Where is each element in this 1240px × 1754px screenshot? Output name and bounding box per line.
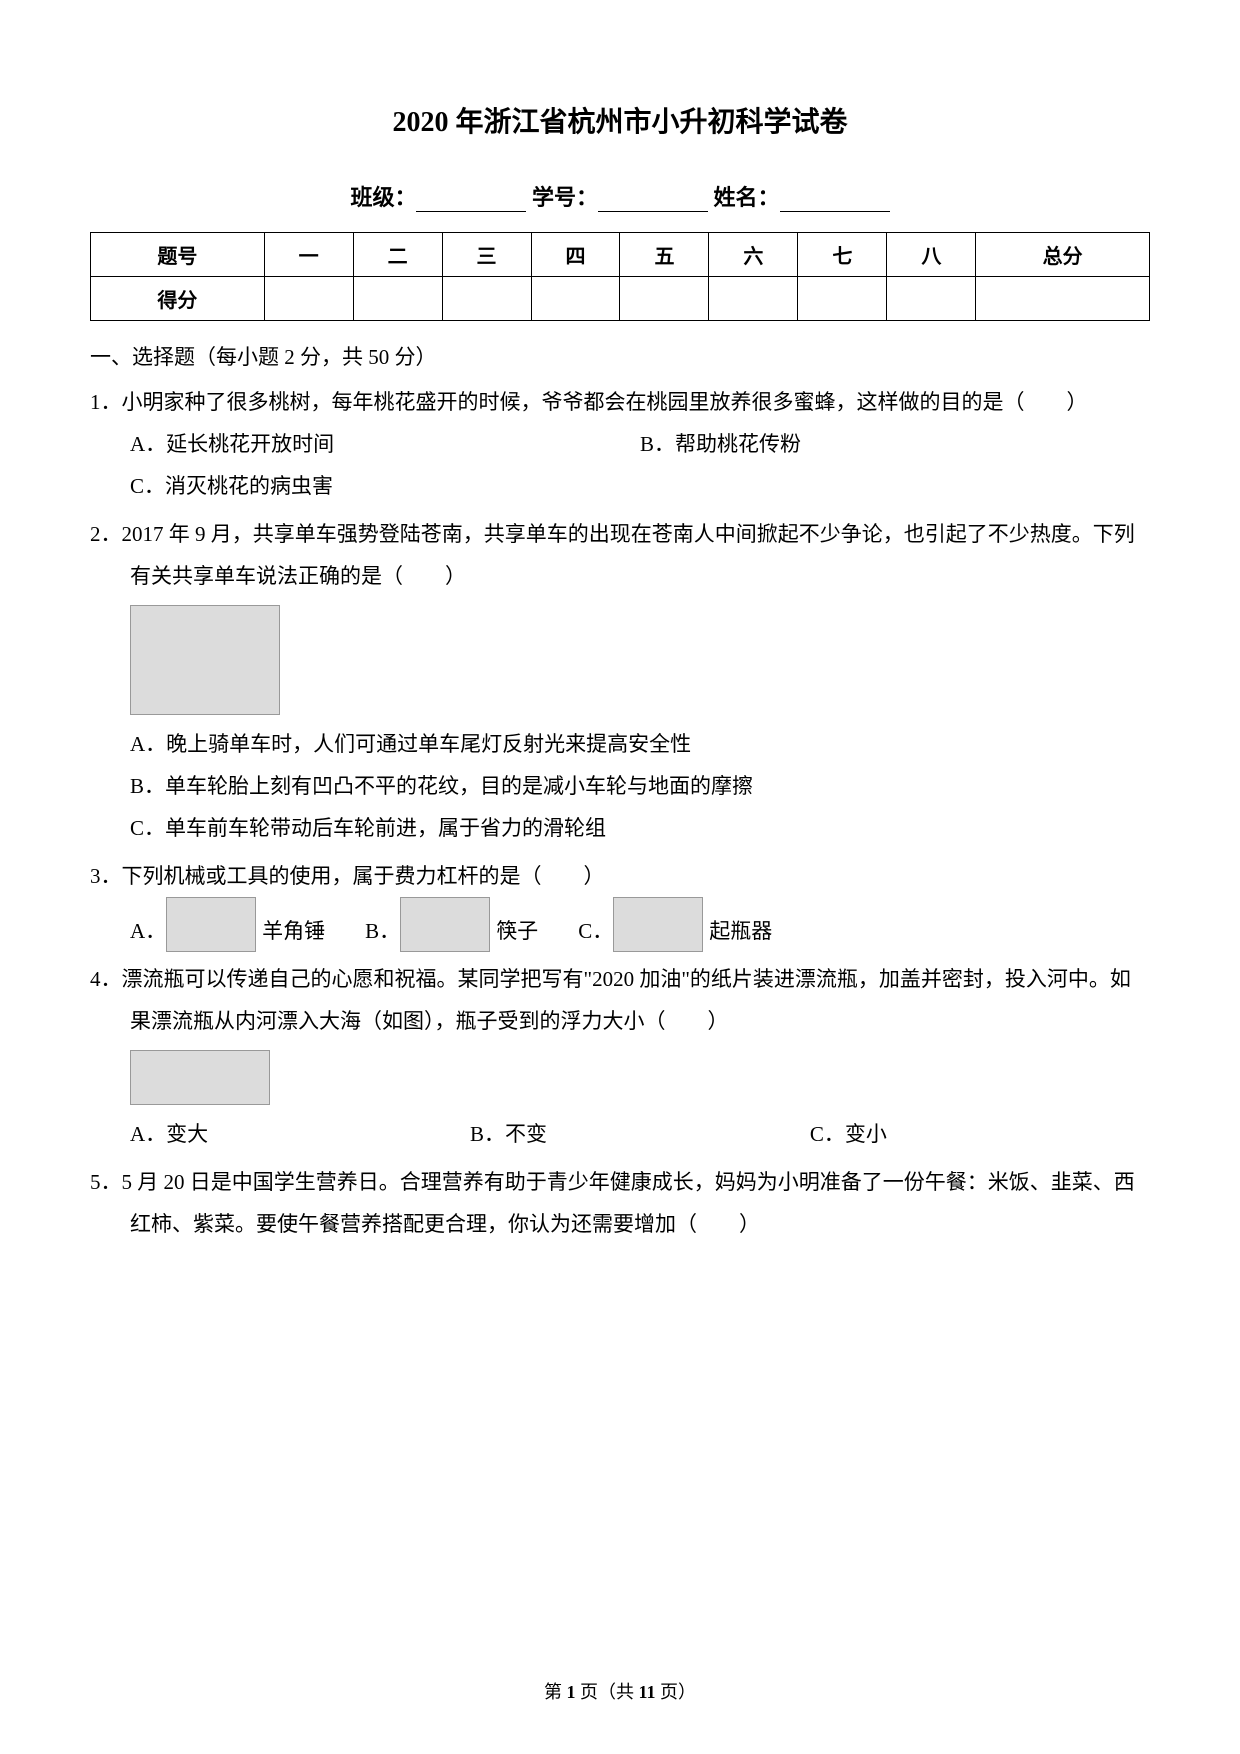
header-cell: 六 (709, 233, 798, 277)
option-c: C．变小 (810, 1113, 1150, 1155)
option-label: B． (365, 910, 400, 952)
option-a: A．延长桃花开放时间 (130, 423, 640, 465)
header-cell: 四 (531, 233, 620, 277)
score-cell[interactable] (442, 277, 531, 321)
score-label-cell: 得分 (91, 277, 265, 321)
header-cell: 八 (887, 233, 976, 277)
score-cell[interactable] (620, 277, 709, 321)
option-b: B．不变 (470, 1113, 810, 1155)
score-cell[interactable] (887, 277, 976, 321)
footer-mid: 页（共 (580, 1682, 634, 1702)
page-footer: 第 1 页（共 11 页） (0, 1678, 1240, 1704)
question-1: 1．小明家种了很多桃树，每年桃花盛开的时候，爷爷都会在桃园里放养很多蜜蜂，这样做… (90, 381, 1150, 507)
option-a: A． 羊角锤 (130, 897, 325, 952)
hammer-image (166, 897, 256, 952)
option-a: A．变大 (130, 1113, 470, 1155)
question-3: 3．下列机械或工具的使用，属于费力杠杆的是（ ） A． 羊角锤 B． 筷子 C．… (90, 855, 1150, 952)
bottle-opener-image (613, 897, 703, 952)
option-label: C． (578, 910, 613, 952)
id-blank[interactable] (598, 190, 708, 212)
id-label: 学号： (532, 185, 598, 210)
score-table: 题号 一 二 三 四 五 六 七 八 总分 得分 (90, 232, 1150, 321)
bicycle-image (130, 605, 280, 715)
table-row: 题号 一 二 三 四 五 六 七 八 总分 (91, 233, 1150, 277)
footer-current-page: 1 (566, 1682, 575, 1702)
exam-title: 2020 年浙江省杭州市小升初科学试卷 (90, 100, 1150, 140)
question-4: 4．漂流瓶可以传递自己的心愿和祝福。某同学把写有"2020 加油"的纸片装进漂流… (90, 958, 1150, 1155)
option-b: B．单车轮胎上刻有凹凸不平的花纹，目的是减小车轮与地面的摩擦 (130, 765, 1150, 807)
option-text: 起瓶器 (709, 910, 772, 952)
question-stem: 4．漂流瓶可以传递自己的心愿和祝福。某同学把写有"2020 加油"的纸片装进漂流… (90, 958, 1150, 1042)
student-info-line: 班级： 学号： 姓名： (90, 180, 1150, 212)
header-cell: 总分 (976, 233, 1150, 277)
question-stem: 5．5 月 20 日是中国学生营养日。合理营养有助于青少年健康成长，妈妈为小明准… (90, 1161, 1150, 1245)
score-cell[interactable] (976, 277, 1150, 321)
question-2: 2．2017 年 9 月，共享单车强势登陆苍南，共享单车的出现在苍南人中间掀起不… (90, 513, 1150, 849)
option-c: C． 起瓶器 (578, 897, 772, 952)
option-a: A．晚上骑单车时，人们可通过单车尾灯反射光来提高安全性 (130, 723, 1150, 765)
header-cell: 二 (353, 233, 442, 277)
chopsticks-image (400, 897, 490, 952)
option-text: 筷子 (496, 910, 538, 952)
score-cell[interactable] (531, 277, 620, 321)
class-label: 班级： (350, 185, 416, 210)
score-cell[interactable] (353, 277, 442, 321)
footer-suffix: 页） (660, 1682, 696, 1702)
drift-bottle-image (130, 1050, 270, 1105)
score-cell[interactable] (264, 277, 353, 321)
score-cell[interactable] (709, 277, 798, 321)
header-cell: 题号 (91, 233, 265, 277)
option-b: B． 筷子 (365, 897, 538, 952)
option-c: C．单车前车轮带动后车轮前进，属于省力的滑轮组 (130, 807, 1150, 849)
header-cell: 五 (620, 233, 709, 277)
option-b: B．帮助桃花传粉 (640, 423, 1150, 465)
question-stem: 1．小明家种了很多桃树，每年桃花盛开的时候，爷爷都会在桃园里放养很多蜜蜂，这样做… (90, 381, 1150, 423)
name-blank[interactable] (780, 190, 890, 212)
section-heading: 一、选择题（每小题 2 分，共 50 分） (90, 341, 1150, 371)
class-blank[interactable] (416, 190, 526, 212)
header-cell: 三 (442, 233, 531, 277)
option-label: A． (130, 910, 166, 952)
footer-prefix: 第 (544, 1682, 562, 1702)
question-stem: 2．2017 年 9 月，共享单车强势登陆苍南，共享单车的出现在苍南人中间掀起不… (90, 513, 1150, 597)
table-row: 得分 (91, 277, 1150, 321)
option-text: 羊角锤 (262, 910, 325, 952)
question-5: 5．5 月 20 日是中国学生营养日。合理营养有助于青少年健康成长，妈妈为小明准… (90, 1161, 1150, 1245)
question-stem: 3．下列机械或工具的使用，属于费力杠杆的是（ ） (90, 855, 1150, 897)
footer-total-pages: 11 (638, 1682, 655, 1702)
name-label: 姓名： (714, 185, 780, 210)
score-cell[interactable] (798, 277, 887, 321)
option-c: C．消灭桃花的病虫害 (130, 465, 1150, 507)
header-cell: 七 (798, 233, 887, 277)
header-cell: 一 (264, 233, 353, 277)
